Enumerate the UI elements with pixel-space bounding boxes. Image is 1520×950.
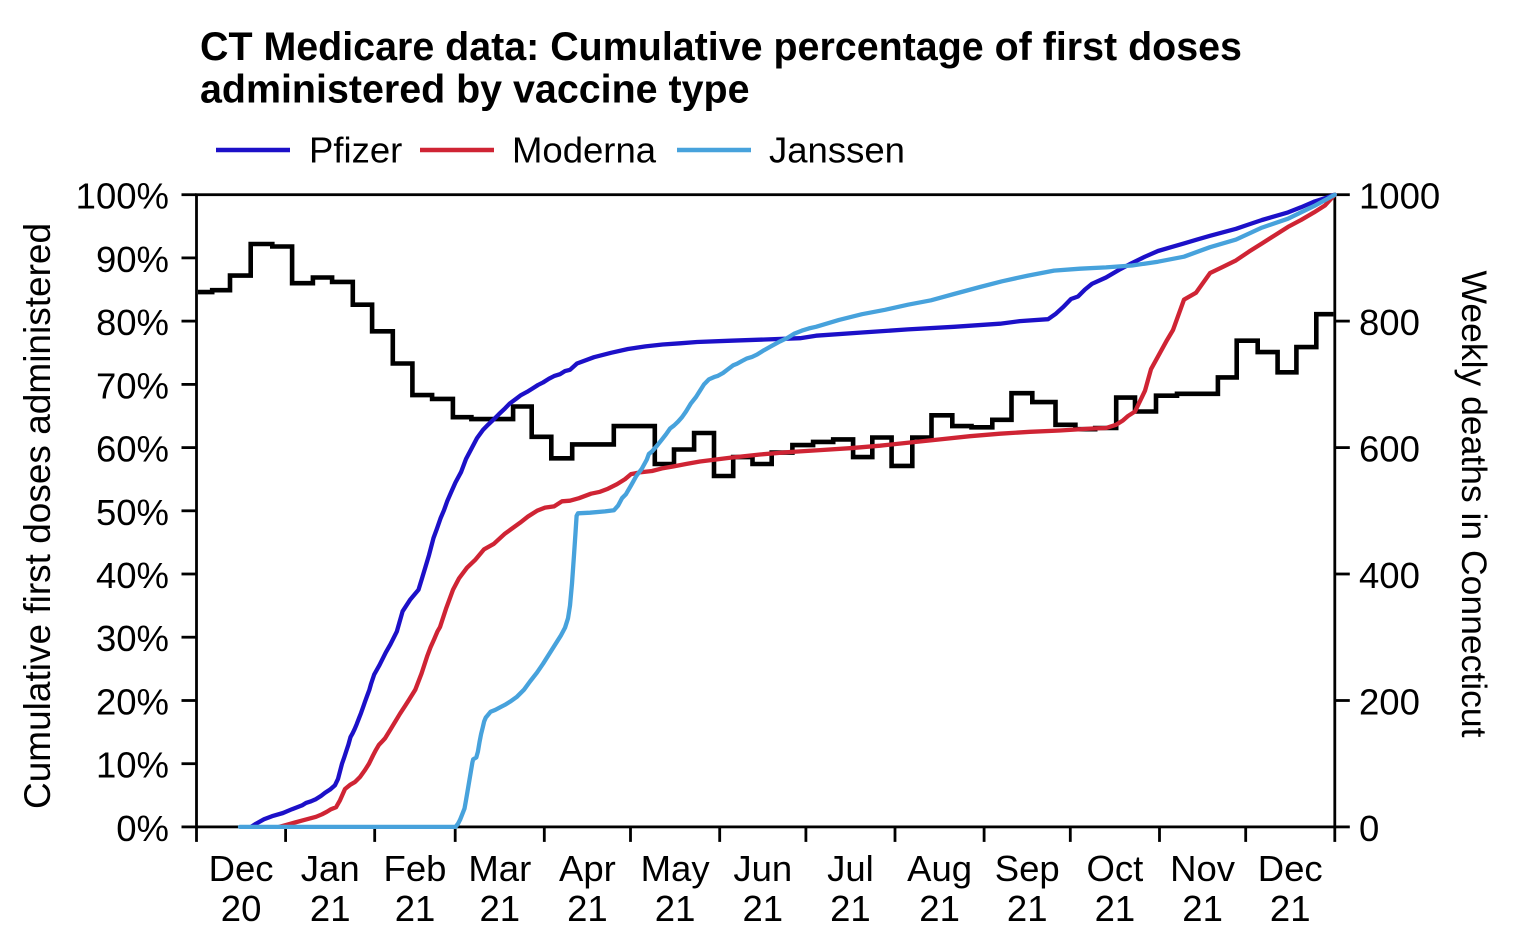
svg-text:70%: 70% <box>96 365 169 406</box>
svg-text:10%: 10% <box>96 745 169 786</box>
svg-text:21: 21 <box>919 888 960 929</box>
svg-text:50%: 50% <box>96 492 169 533</box>
svg-text:Aug: Aug <box>907 848 972 889</box>
svg-text:21: 21 <box>1270 888 1311 929</box>
svg-text:20%: 20% <box>96 682 169 723</box>
svg-text:100%: 100% <box>76 176 169 217</box>
svg-text:21: 21 <box>567 888 608 929</box>
svg-text:21: 21 <box>830 888 871 929</box>
svg-text:40%: 40% <box>96 555 169 596</box>
svg-text:administered by vaccine type: administered by vaccine type <box>200 68 750 112</box>
svg-text:21: 21 <box>395 888 436 929</box>
svg-text:Dec: Dec <box>1258 848 1323 889</box>
svg-text:1000: 1000 <box>1359 176 1440 217</box>
svg-text:21: 21 <box>1007 888 1048 929</box>
svg-text:0: 0 <box>1359 808 1379 849</box>
svg-text:600: 600 <box>1359 429 1420 470</box>
svg-text:0%: 0% <box>116 808 169 849</box>
svg-text:Jul: Jul <box>827 848 874 889</box>
svg-text:Cumulative first doses adminis: Cumulative first doses administered <box>17 223 58 809</box>
svg-text:May: May <box>641 848 711 889</box>
svg-text:Pfizer: Pfizer <box>309 130 402 171</box>
svg-text:21: 21 <box>479 888 520 929</box>
svg-text:Oct: Oct <box>1087 848 1144 889</box>
svg-text:60%: 60% <box>96 429 169 470</box>
svg-text:30%: 30% <box>96 618 169 659</box>
svg-text:800: 800 <box>1359 302 1420 343</box>
svg-text:80%: 80% <box>96 302 169 343</box>
svg-text:Jan: Jan <box>301 848 360 889</box>
svg-text:Feb: Feb <box>384 848 447 889</box>
svg-text:Sep: Sep <box>995 848 1060 889</box>
svg-text:Janssen: Janssen <box>769 130 905 171</box>
svg-text:21: 21 <box>742 888 783 929</box>
svg-text:90%: 90% <box>96 239 169 280</box>
svg-text:20: 20 <box>221 888 262 929</box>
svg-text:Apr: Apr <box>559 848 616 889</box>
svg-text:Mar: Mar <box>468 848 531 889</box>
svg-text:Jun: Jun <box>733 848 792 889</box>
svg-text:Nov: Nov <box>1170 848 1236 889</box>
svg-text:CT Medicare data: Cumulative p: CT Medicare data: Cumulative percentage … <box>200 25 1242 69</box>
svg-text:21: 21 <box>1095 888 1136 929</box>
svg-text:21: 21 <box>655 888 696 929</box>
svg-text:Dec: Dec <box>209 848 274 889</box>
svg-text:21: 21 <box>310 888 351 929</box>
svg-text:200: 200 <box>1359 682 1420 723</box>
svg-text:Moderna: Moderna <box>512 130 657 171</box>
svg-text:Weekly deaths in Connecticut: Weekly deaths in Connecticut <box>1454 270 1494 737</box>
svg-text:21: 21 <box>1182 888 1223 929</box>
svg-text:400: 400 <box>1359 555 1420 596</box>
